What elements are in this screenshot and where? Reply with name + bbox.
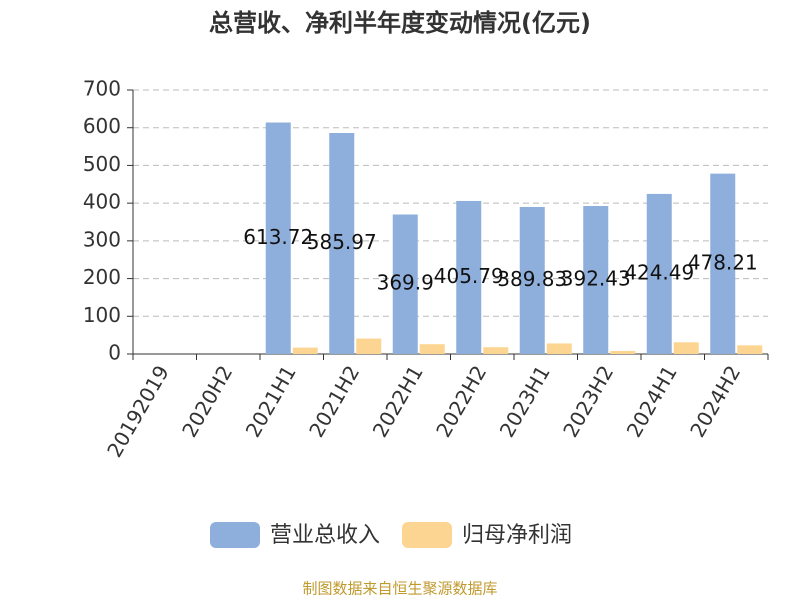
value-label: 405.79	[434, 264, 504, 288]
bar	[265, 122, 291, 354]
bar	[292, 347, 318, 354]
value-label: 613.72	[243, 225, 313, 249]
legend-swatch	[210, 522, 260, 548]
legend-label: 归母净利润	[462, 523, 572, 548]
x-tick-label: 2020H2	[177, 361, 237, 441]
bar	[356, 338, 382, 354]
y-tick-label: 0	[108, 341, 121, 365]
chart-title: 总营收、净利半年度变动情况(亿元)	[209, 9, 591, 37]
value-label: 369.9	[377, 271, 434, 295]
bar	[546, 343, 572, 354]
bar	[419, 344, 445, 354]
y-tick-label: 700	[83, 77, 121, 101]
y-tick-label: 300	[83, 227, 121, 251]
y-tick-label: 500	[83, 152, 121, 176]
legend-label: 营业总收入	[270, 523, 380, 548]
x-tick-label: 2022H2	[431, 361, 491, 441]
bar	[392, 214, 418, 354]
bar	[610, 350, 636, 354]
x-tick-label: 2021H2	[304, 361, 364, 441]
bar	[737, 345, 763, 354]
y-tick-label: 400	[83, 190, 121, 214]
value-label: 389.83	[497, 267, 567, 291]
bar	[710, 173, 736, 354]
value-label: 424.49	[624, 260, 694, 284]
legend-swatch	[402, 522, 453, 548]
value-label: 478.21	[688, 250, 758, 274]
bar	[483, 347, 509, 354]
x-tick-label: 2021H1	[241, 361, 301, 441]
bar	[673, 342, 699, 354]
bar	[519, 206, 545, 354]
x-tick-label: 20192019	[102, 361, 174, 461]
bar	[583, 205, 609, 354]
x-tick-label: 2022H1	[368, 361, 428, 441]
bar	[646, 193, 672, 354]
x-tick-label: 2023H2	[558, 361, 618, 441]
bar	[329, 133, 355, 354]
y-tick-label: 600	[83, 114, 121, 138]
y-tick-label: 200	[83, 265, 121, 289]
y-tick-label: 100	[83, 303, 121, 327]
value-label: 585.97	[307, 230, 377, 254]
x-tick-label: 2024H1	[622, 361, 682, 441]
value-label: 392.43	[561, 266, 631, 290]
x-tick-label: 2024H2	[685, 361, 745, 441]
source-note: 制图数据来自恒生聚源数据库	[302, 580, 497, 598]
bar	[456, 200, 482, 354]
x-tick-label: 2023H1	[495, 361, 555, 441]
